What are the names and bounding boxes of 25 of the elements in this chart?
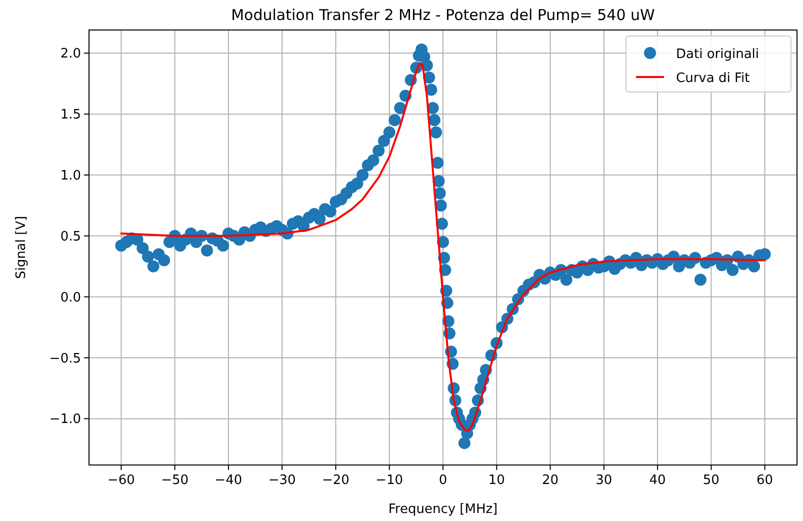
x-tick-label: 0	[438, 473, 448, 488]
x-tick-label: −30	[268, 473, 296, 488]
x-tick-label: −50	[161, 473, 189, 488]
y-axis-title: Signal [V]	[14, 216, 29, 280]
y-tick-label: −1.0	[49, 412, 81, 428]
x-tick-label: 20	[542, 473, 559, 488]
y-tick-label: 1.0	[60, 168, 81, 184]
x-tick-label: 30	[596, 473, 612, 488]
y-tick-label: 2.0	[60, 46, 81, 62]
x-tick-label: 50	[702, 473, 720, 488]
x-tick-label: 10	[488, 473, 505, 488]
x-axis-title: Frequency [MHz]	[388, 502, 498, 517]
x-tick-label: 60	[756, 473, 774, 488]
x-tick-label: −20	[322, 473, 350, 488]
chart-title: Modulation Transfer 2 MHz - Potenza del Pump= 540 uW	[231, 6, 656, 24]
x-tick-label: −60	[107, 473, 135, 488]
y-tick-label: 1.5	[60, 108, 81, 123]
x-tick-label: −10	[376, 473, 404, 488]
y-tick-label: −0.5	[49, 351, 81, 366]
y-tick-label: 0.0	[60, 290, 81, 306]
legend-label: Dati originali	[676, 47, 760, 62]
x-tick-label: −40	[214, 473, 242, 488]
y-tick-label: 0.5	[60, 229, 81, 244]
x-tick-label: 40	[649, 473, 666, 488]
legend-label: Curva di Fit	[676, 71, 750, 86]
